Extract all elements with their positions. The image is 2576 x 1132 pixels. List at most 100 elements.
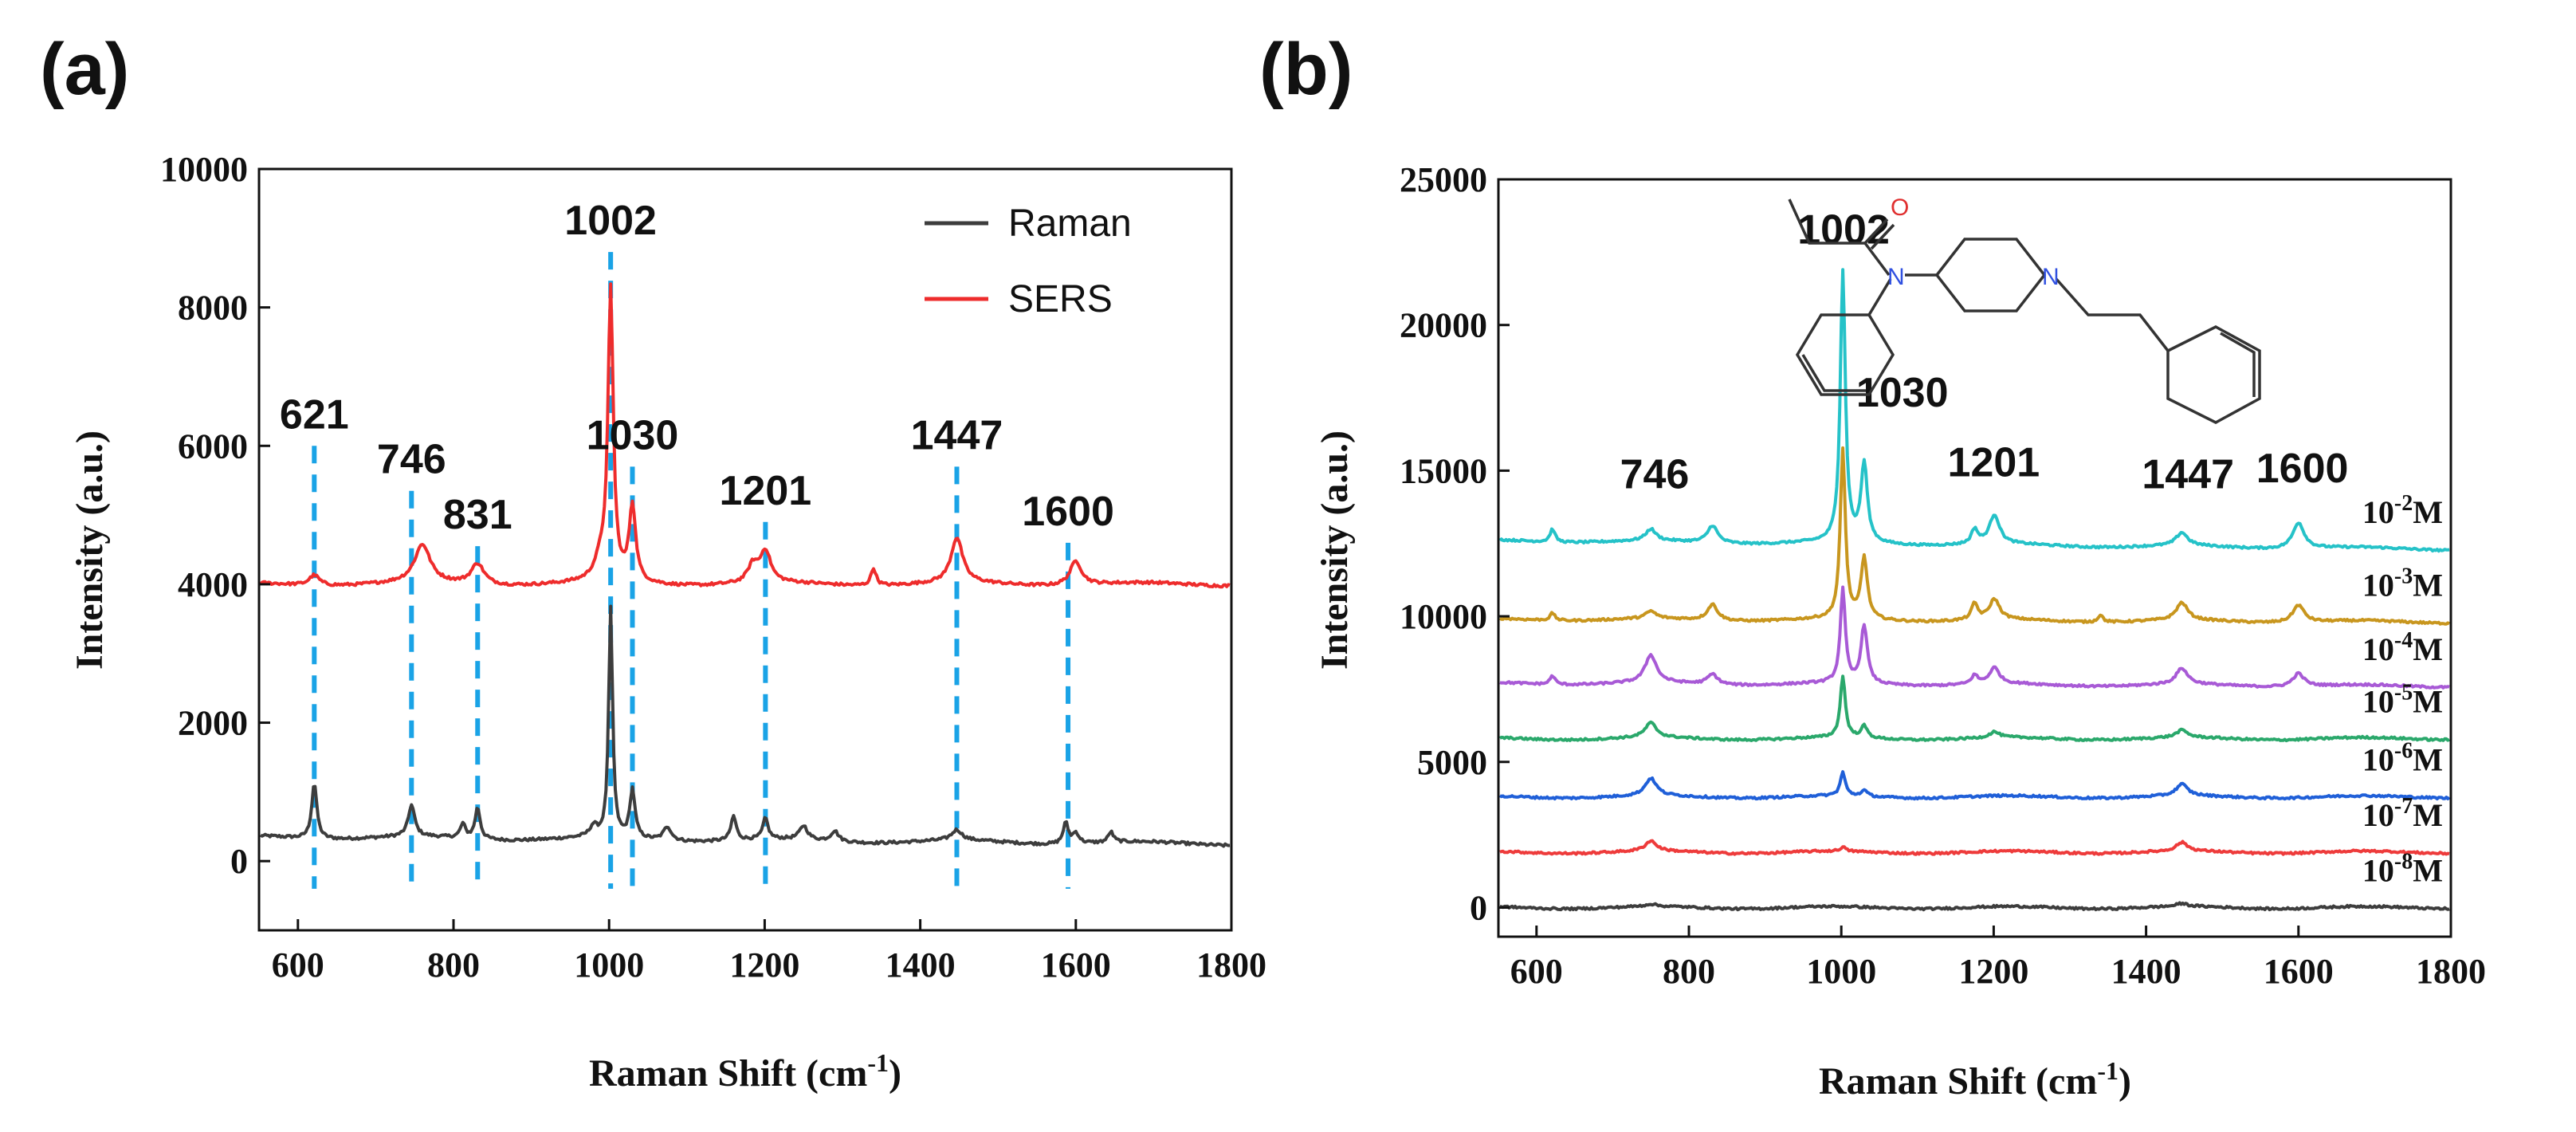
x-tick-label: 1800 — [2416, 952, 2486, 991]
molecule-carbonyl-bond-2 — [1870, 223, 1895, 250]
series-line-sers — [259, 282, 1231, 589]
panel-b-xlabel-end: ) — [2119, 1060, 2131, 1103]
peak-label: 1447 — [911, 412, 1003, 458]
peak-label: 1002 — [564, 198, 657, 244]
y-tick-label: 10000 — [160, 150, 248, 189]
y-tick-label: 0 — [230, 842, 248, 881]
x-tick-label: 600 — [1510, 952, 1563, 991]
panel-b: (b) 600 800 1000 1200 1400 1600 1800 0 5000 1000… — [1259, 29, 2486, 1103]
peak-label: 1201 — [1948, 440, 2040, 486]
y-tick-label: 5000 — [1417, 743, 1487, 782]
panel-b-axes-box — [1497, 178, 2452, 938]
y-tick-label: 15000 — [1400, 451, 1487, 490]
conc-exp: -4 — [2394, 628, 2413, 653]
panel-a-peak-markers — [312, 252, 1071, 889]
y-tick-label: 6000 — [178, 426, 248, 466]
panel-b-xlabel-main: Raman Shift (cm — [1819, 1060, 2097, 1103]
x-tick-label: 800 — [1663, 952, 1715, 991]
y-tick-label: 2000 — [178, 704, 248, 743]
y-tick-label: 25000 — [1400, 160, 1487, 199]
y-tick-label: 20000 — [1400, 306, 1487, 345]
panel-b-x-ticks: 600 800 1000 1200 1400 1600 1800 — [1510, 926, 2486, 991]
x-tick-label: 1600 — [2264, 952, 2334, 991]
y-tick-label: 0 — [1470, 888, 1487, 927]
concentration-label: 10-2M — [2362, 491, 2443, 530]
series-line-10-3m — [1498, 446, 2451, 626]
legend-label-raman: Raman — [1008, 202, 1132, 245]
x-tick-label: 1800 — [1196, 945, 1266, 985]
x-tick-label: 1400 — [2111, 952, 2181, 991]
x-tick-label: 800 — [427, 945, 480, 985]
x-tick-label: 1200 — [729, 945, 799, 985]
series-line-10-5m — [1498, 674, 2451, 743]
peak-label: 1201 — [720, 468, 812, 514]
panel-b-xlabel-sup: -1 — [2097, 1056, 2119, 1085]
x-tick-label: 1000 — [1806, 952, 1876, 991]
concentration-label: 10-6M — [2362, 739, 2443, 778]
conc-unit: M — [2413, 742, 2443, 778]
conc-exp: -5 — [2394, 681, 2413, 706]
conc-base: 10 — [2362, 742, 2394, 778]
panel-a-x-axis-title: Raman Shift (cm-1) — [589, 1048, 901, 1095]
conc-base: 10 — [2362, 631, 2394, 667]
conc-base: 10 — [2362, 568, 2394, 603]
panel-a-label: (a) — [40, 29, 129, 110]
x-tick-label: 1200 — [1958, 952, 2028, 991]
panel-a-x-ticks: 600 800 1000 1200 1400 1600 1800 — [272, 919, 1266, 985]
legend-label-sers: SERS — [1008, 278, 1113, 320]
molecule-piperidine-ring — [1934, 238, 2047, 312]
peak-label: 746 — [1620, 451, 1690, 497]
panel-b-label: (b) — [1259, 29, 1353, 110]
conc-base: 10 — [2362, 684, 2394, 720]
x-tick-label: 1600 — [1041, 945, 1111, 985]
molecule-phenyl-ring-2 — [2166, 325, 2261, 424]
conc-exp: -2 — [2394, 491, 2413, 516]
x-tick-label: 600 — [272, 945, 324, 985]
panel-b-y-ticks: 0 5000 10000 15000 20000 25000 — [1400, 160, 1510, 927]
peak-label: 1600 — [2256, 446, 2349, 492]
conc-unit: M — [2413, 853, 2443, 889]
series-line-10-2m — [1498, 268, 2450, 553]
conc-unit: M — [2413, 631, 2443, 667]
conc-exp: -3 — [2394, 564, 2413, 589]
conc-exp: -6 — [2394, 739, 2413, 764]
molecule-structure — [1788, 198, 2261, 424]
x-tick-label: 1000 — [574, 945, 644, 985]
y-tick-label: 4000 — [178, 565, 248, 604]
series-line-10-6m — [1498, 770, 2451, 801]
conc-unit: M — [2413, 568, 2443, 603]
molecule-phenethyl-chain — [2055, 277, 2170, 352]
conc-base: 10 — [2362, 797, 2394, 833]
molecule-carbonyl-bond — [1863, 218, 1889, 245]
series-line-10-8m — [1499, 901, 2450, 912]
molecule-phenyl-ring-2-double — [2220, 332, 2256, 397]
molecule-ethyl-chain — [1788, 198, 1865, 245]
conc-unit: M — [2413, 684, 2443, 720]
concentration-label: 10-4M — [2362, 628, 2443, 667]
panel-b-x-axis-title: Raman Shift (cm-1) — [1819, 1056, 2131, 1103]
molecule-piperidine-nitrogen: N — [2042, 264, 2060, 290]
panel-a-xlabel-main: Raman Shift (cm — [589, 1052, 867, 1095]
series-line-10-4m — [1499, 585, 2450, 690]
panel-a-series — [259, 282, 1231, 848]
peak-label: 746 — [377, 437, 446, 483]
concentration-label: 10-5M — [2362, 681, 2443, 720]
panel-a-axes-box — [257, 167, 1233, 932]
conc-exp: -7 — [2394, 794, 2413, 819]
panel-a-xlabel-end: ) — [889, 1052, 901, 1095]
peak-label: 621 — [280, 391, 349, 438]
peak-label: 1600 — [1022, 489, 1114, 535]
molecule-amide-nitrogen: N — [1887, 264, 1905, 290]
y-tick-label: 10000 — [1400, 597, 1487, 636]
molecule-n-phenyl-bond — [1867, 278, 1892, 316]
peak-label: 1030 — [587, 412, 679, 458]
panel-b-series — [1498, 268, 2451, 912]
conc-unit: M — [2413, 494, 2443, 530]
panel-a-legend: Raman SERS — [925, 202, 1132, 320]
panel-a: (a) 600 800 1000 1200 1400 1600 1800 0 2000 4000… — [40, 29, 1266, 1095]
x-tick-label: 1400 — [886, 945, 956, 985]
concentration-label: 10-8M — [2362, 850, 2443, 889]
conc-base: 10 — [2362, 853, 2394, 889]
